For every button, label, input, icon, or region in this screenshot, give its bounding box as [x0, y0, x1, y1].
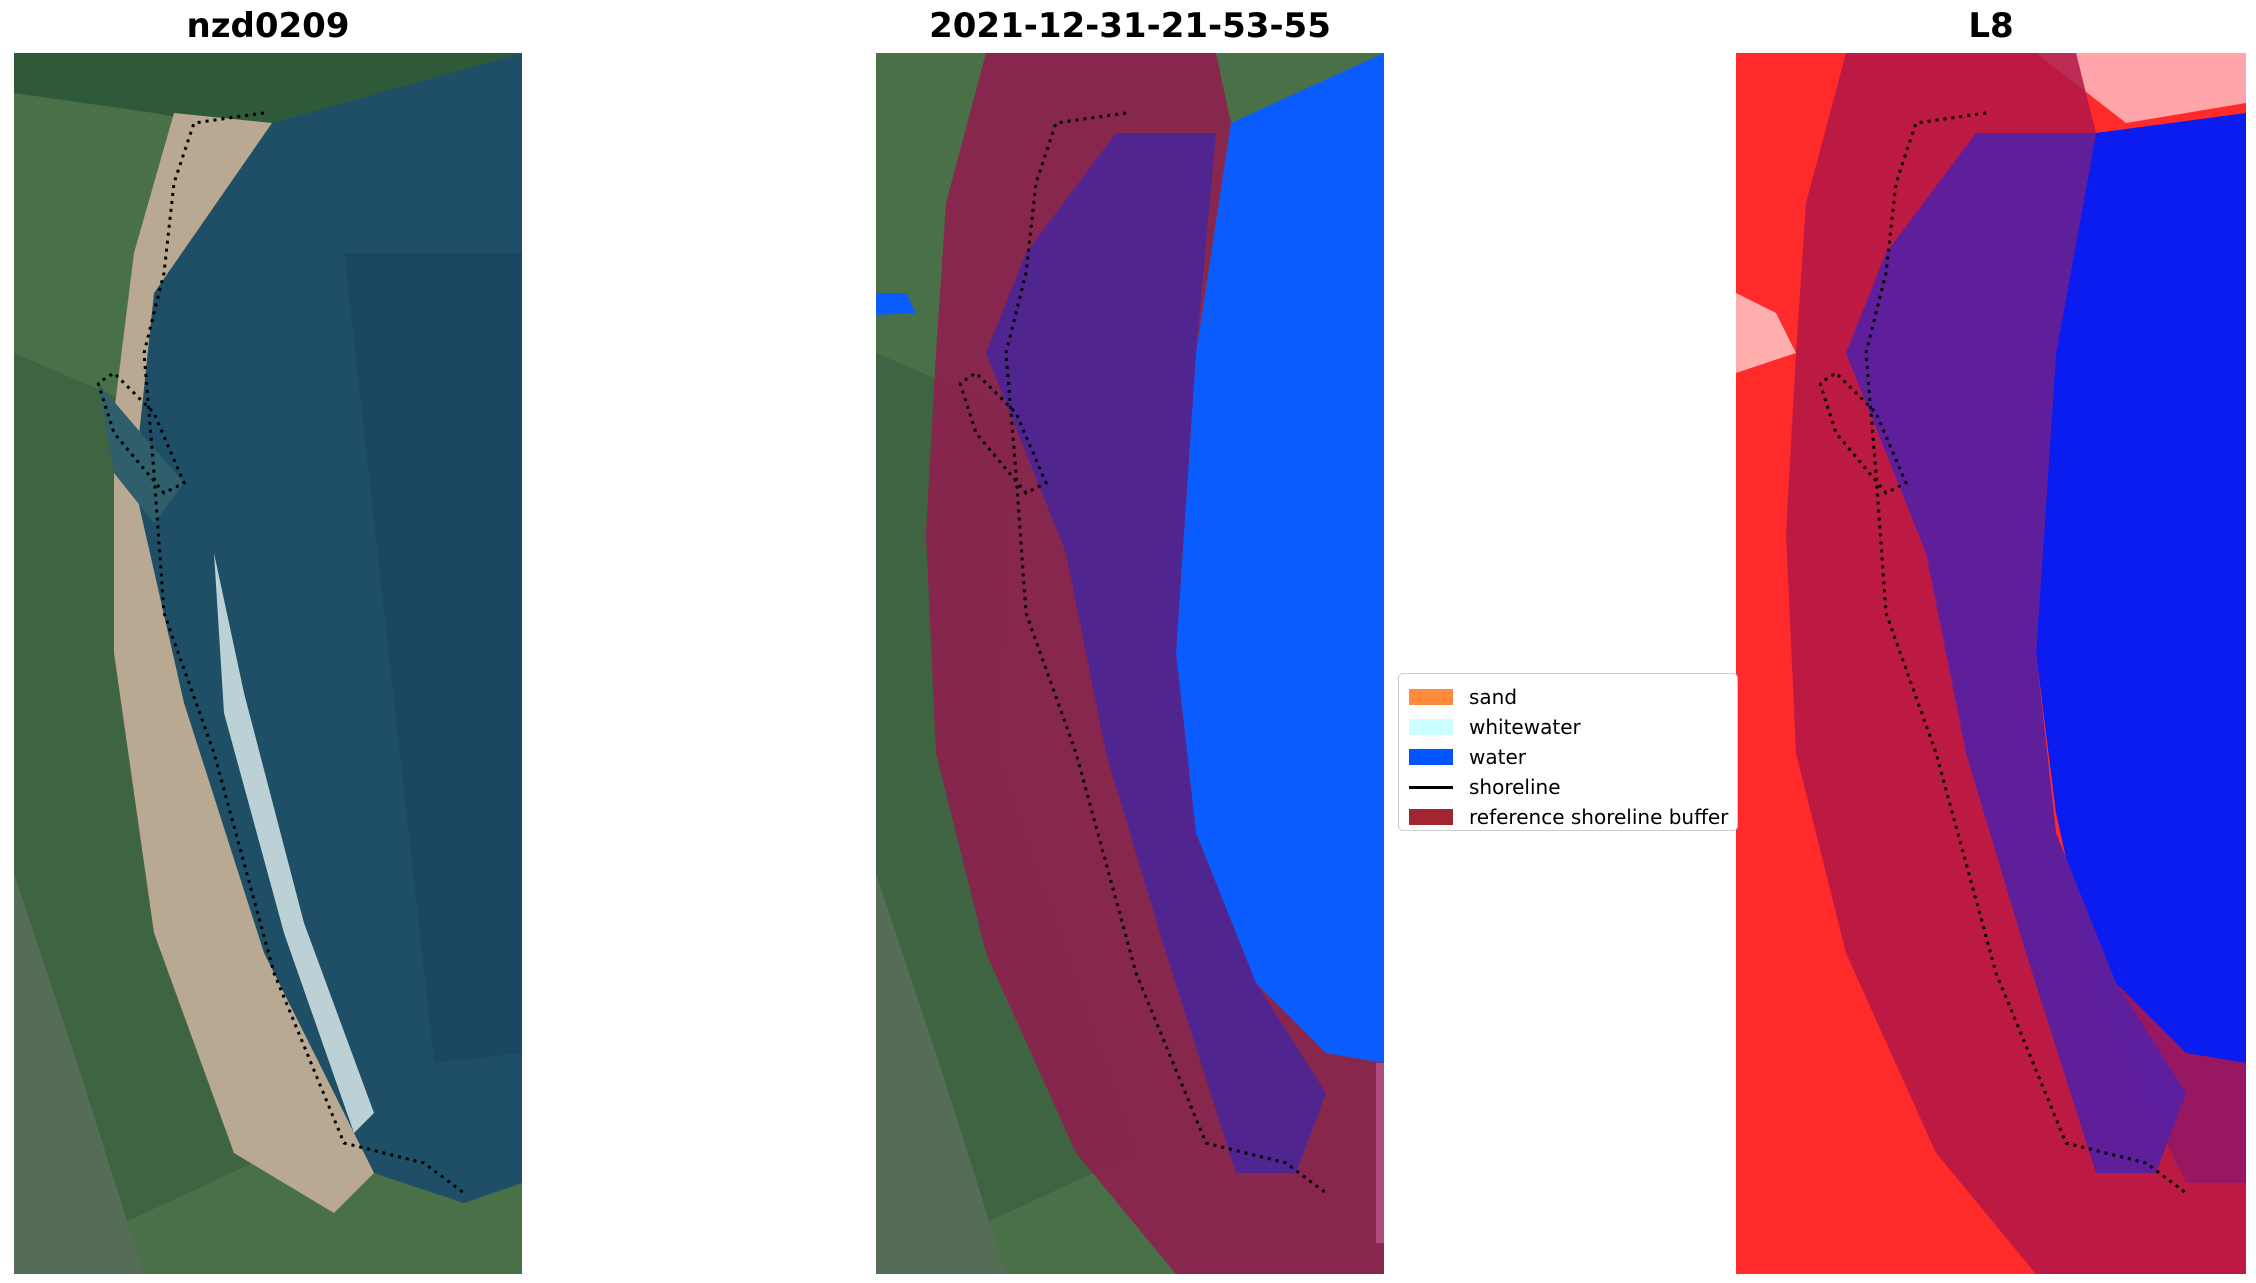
legend-swatch-reference-buffer [1409, 809, 1453, 825]
index-image [1736, 53, 2246, 1274]
legend-item-sand: sand [1409, 682, 1727, 712]
legend-swatch-water [1409, 749, 1453, 765]
legend-label: reference shoreline buffer [1469, 805, 1729, 829]
panel-title-rgb: nzd0209 [186, 6, 350, 46]
legend-label: sand [1469, 685, 1518, 709]
legend-label: shoreline [1469, 775, 1561, 799]
legend-item-shoreline: shoreline [1409, 772, 1727, 802]
legend-label: water [1469, 745, 1526, 769]
legend-item-reference-buffer: reference shoreline buffer [1409, 802, 1729, 830]
legend-item-water: water [1409, 742, 1727, 772]
legend: sand whitewater water shoreline referenc… [1398, 673, 1738, 831]
legend-label: whitewater [1469, 715, 1581, 739]
panel-title-classified: 2021-12-31-21-53-55 [929, 6, 1331, 46]
classified-image [876, 53, 1384, 1274]
legend-swatch-sand [1409, 689, 1453, 705]
legend-line-shoreline [1409, 785, 1453, 789]
panel-title-index: L8 [1968, 6, 2014, 46]
rgb-satellite-image [14, 53, 522, 1274]
legend-item-whitewater: whitewater [1409, 712, 1727, 742]
legend-swatch-whitewater [1409, 719, 1453, 735]
